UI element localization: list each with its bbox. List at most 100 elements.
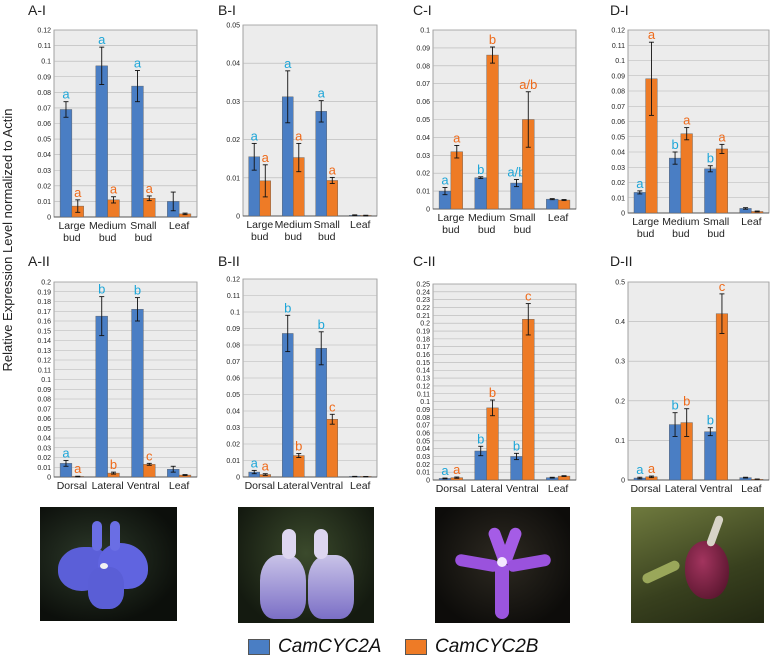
y-tick-label: 0.02	[611, 180, 625, 187]
panel-label: B-II	[218, 253, 240, 269]
y-tick-label: 0.12	[226, 277, 240, 284]
y-tick-label: 0.03	[416, 153, 430, 160]
y-tick-label: 0.05	[226, 23, 240, 30]
y-tick-label: 0.09	[611, 73, 625, 80]
y-tick-label: 0.06	[37, 416, 51, 423]
bar-camcyc2b-2	[715, 313, 728, 481]
category-label: Leaf	[741, 483, 762, 495]
significance-letter: a	[62, 87, 70, 102]
chart-panel-a-ii: A-II 0 0.01 0.02 0.03 0.04 0.05 0.06 0.07 0.08 0.0…	[28, 253, 198, 492]
category-label: bud	[637, 228, 655, 240]
category-label: Leaf	[350, 480, 371, 492]
category-label: Medium	[275, 219, 313, 231]
bar-camcyc2a-0	[633, 192, 646, 214]
y-tick-label: 0.07	[611, 104, 625, 111]
chart-panel-d-i: D-I 0 0.01 0.02 0.03 0.04 0.05 0.06 0.07 0.08 0.09…	[610, 2, 770, 240]
panel-label: D-II	[610, 253, 633, 269]
category-label: Small	[509, 212, 535, 224]
y-tick-label: 0.03	[611, 165, 625, 172]
significance-letter: b	[284, 300, 291, 315]
significance-letter: b	[671, 137, 678, 152]
y-tick-label: 0.1	[230, 310, 240, 317]
bar-camcyc2a-1	[669, 157, 682, 214]
y-tick-label: 0	[47, 215, 51, 222]
category-label: Lateral	[665, 483, 697, 495]
significance-letter: a	[295, 128, 303, 143]
category-label: Large	[58, 220, 85, 232]
category-label: Large	[632, 216, 659, 228]
y-tick-label: 0	[236, 214, 240, 221]
bar-camcyc2b-2	[522, 319, 535, 481]
y-tick-label: 0.03	[37, 445, 51, 452]
panels: A-I00.010.020.030.040.050.060.070.080.09…	[28, 2, 770, 495]
plot-area	[627, 281, 770, 481]
y-tick-label: 0.19	[416, 329, 430, 336]
y-tick-label: 0.12	[611, 28, 625, 35]
y-tick-label: 0.1	[41, 377, 51, 384]
y-tick-label: 0.05	[416, 117, 430, 124]
y-tick-label: 0.08	[611, 89, 625, 96]
y-tick-label: 0.24	[416, 289, 430, 296]
chart-panel-a-i: A-I 0 0.01 0.02 0.03 0.04 0.05 0.06 0.07 0.08 0.09…	[28, 2, 198, 244]
category-label: bud	[514, 224, 532, 236]
significance-letter: c	[146, 448, 153, 463]
y-tick-label: 0.03	[226, 99, 240, 106]
bar-camcyc2b-2	[326, 180, 339, 217]
significance-letter: c	[329, 399, 336, 414]
y-tick-label: 0.09	[37, 387, 51, 394]
legend-label-camcyc2a: CamCYC2A	[278, 636, 382, 657]
y-tick-label: 0.06	[416, 99, 430, 106]
significance-letter: a	[62, 445, 70, 460]
y-tick-label: 0.11	[38, 43, 51, 50]
lobelia-dark-bud-photo	[631, 507, 764, 623]
y-tick-label: 0.14	[416, 368, 430, 375]
significance-letter: a	[329, 162, 337, 177]
significance-letter: b	[98, 282, 105, 297]
y-tick-label: 0.11	[612, 43, 625, 50]
category-label: bud	[478, 224, 496, 236]
y-tick-label: 0	[426, 207, 430, 214]
bar-camcyc2a-1	[95, 315, 108, 478]
bar-camcyc2a-2	[704, 168, 717, 214]
y-tick-label: 0.04	[416, 446, 430, 453]
bar-camcyc2b-1	[680, 133, 693, 214]
panel-label: D-I	[610, 2, 629, 18]
y-tick-label: 0.06	[611, 119, 625, 126]
y-tick-label: 0.07	[416, 81, 430, 88]
legend-swatch-camcyc2b	[405, 639, 427, 655]
category-label: Dorsal	[57, 480, 87, 492]
category-label: Leaf	[169, 220, 190, 232]
y-tick-label: 0.05	[416, 438, 430, 445]
panel-label: A-II	[28, 253, 50, 269]
category-label: Lateral	[92, 480, 124, 492]
y-tick-label: 0.16	[416, 352, 430, 359]
category-label: Large	[246, 219, 273, 231]
category-label: Small	[314, 219, 340, 231]
significance-letter: a	[636, 462, 644, 477]
y-tick-label: 0	[426, 478, 430, 485]
y-tick-label: 0.12	[37, 28, 51, 35]
y-tick-label: 0.12	[416, 383, 430, 390]
y-tick-label: 0.07	[226, 359, 240, 366]
significance-letter: a	[441, 173, 449, 188]
significance-letter: a	[636, 176, 644, 191]
bar-camcyc2a-2	[315, 111, 327, 217]
y-tick-label: 0.13	[416, 376, 430, 383]
significance-letter: a	[284, 56, 292, 71]
y-tick-label: 0.17	[416, 344, 430, 351]
significance-letter: b	[671, 398, 678, 413]
significance-letter: b	[134, 283, 141, 298]
significance-letter: b	[489, 385, 496, 400]
significance-letter: b	[477, 431, 484, 446]
y-tick-label: 0.17	[37, 309, 51, 316]
y-tick-label: 0.1	[41, 59, 51, 66]
category-label: Lateral	[277, 480, 309, 492]
bar-camcyc2b-2	[143, 464, 156, 478]
y-tick-label: 0.1	[420, 399, 430, 406]
category-label: bud	[284, 231, 302, 243]
y-tick-label: 0.13	[37, 348, 51, 355]
plot-area	[432, 283, 577, 481]
y-tick-label: 0.11	[417, 391, 430, 398]
